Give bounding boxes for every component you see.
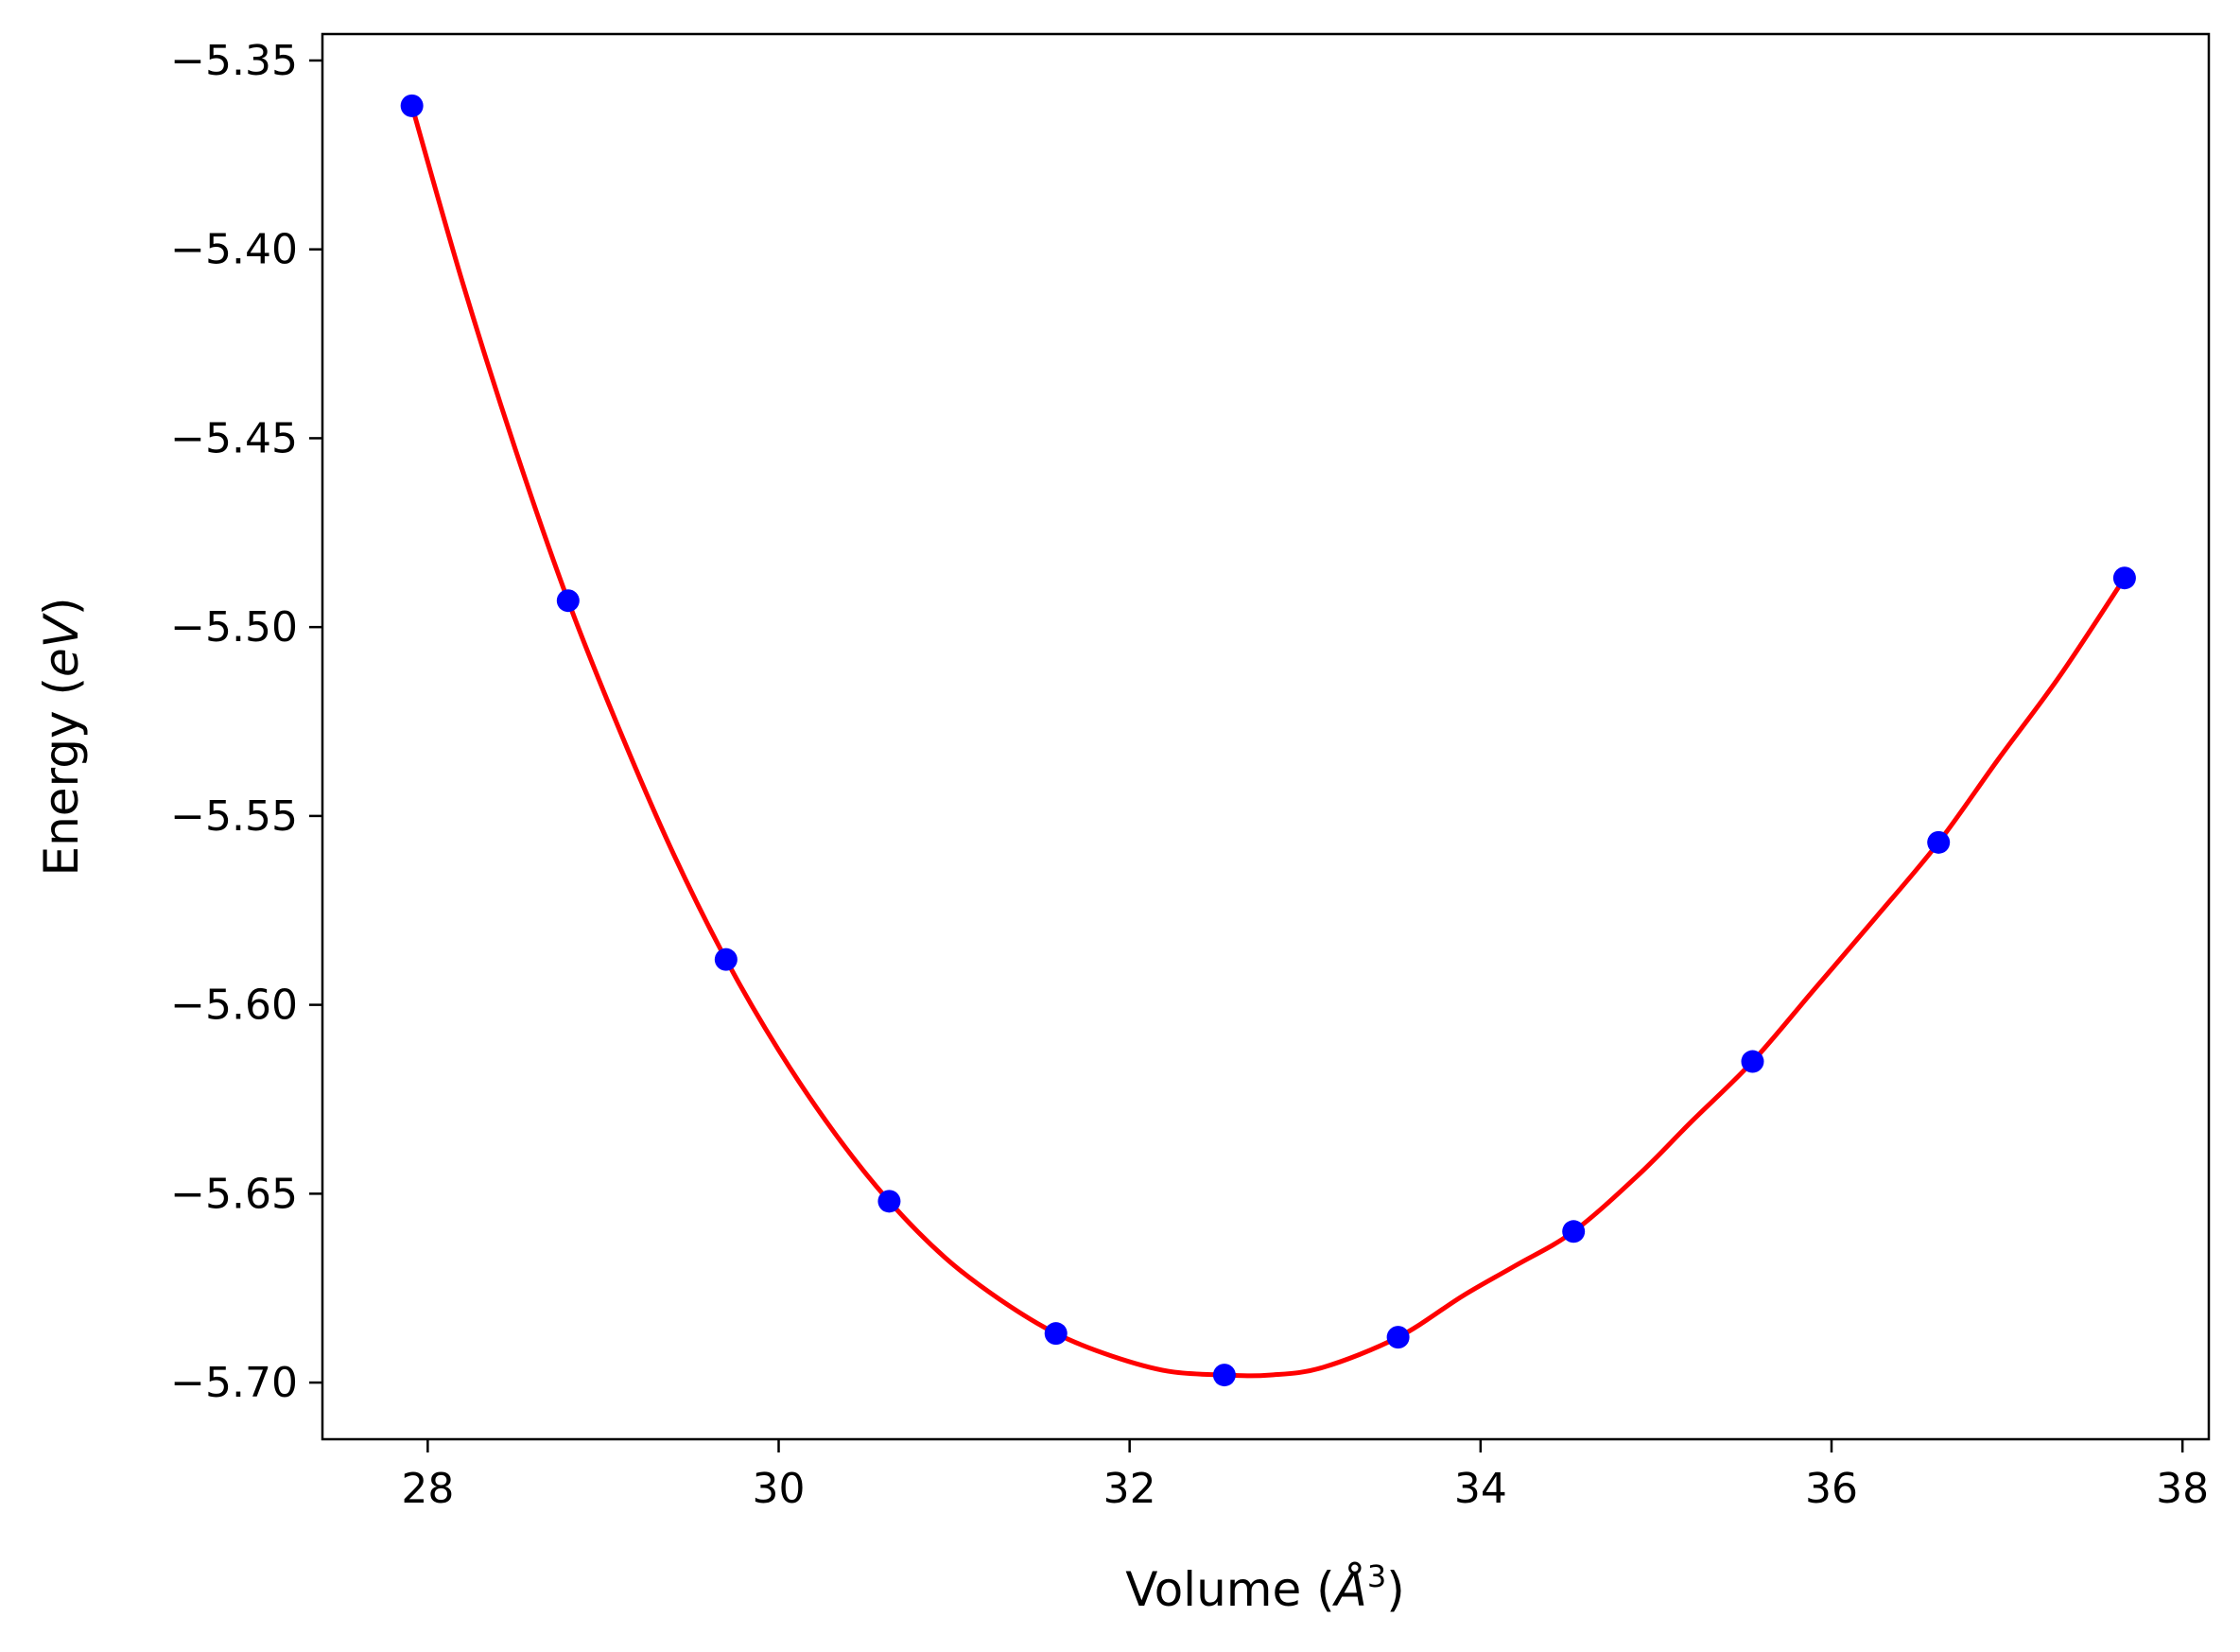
- data-point: [1562, 1220, 1586, 1243]
- data-point: [556, 589, 580, 613]
- data-point: [1212, 1364, 1236, 1387]
- y-tick-label: −5.70: [170, 1359, 298, 1407]
- plot-area: [322, 34, 2209, 1439]
- x-tick-label: 32: [1103, 1465, 1156, 1513]
- y-tick-label: −5.50: [170, 603, 298, 652]
- x-axis-ticks: 28 30 32 34 36 38: [401, 1439, 2209, 1513]
- data-point: [1044, 1322, 1068, 1346]
- data-point: [1741, 1050, 1764, 1073]
- data-point: [1927, 830, 1951, 854]
- y-tick-label: −5.35: [170, 37, 298, 85]
- x-tick-label: 34: [1454, 1465, 1507, 1513]
- data-points-layer: [400, 94, 2136, 1387]
- data-point: [877, 1190, 901, 1213]
- fit-curve-layer: [409, 105, 2127, 1379]
- fit-curve-line: [409, 105, 2127, 1379]
- data-point: [714, 948, 738, 971]
- data-point: [400, 94, 424, 117]
- y-tick-label: −5.60: [170, 982, 298, 1030]
- data-point: [1386, 1326, 1410, 1349]
- x-tick-label: 38: [2156, 1465, 2209, 1513]
- y-axis-ticks: −5.35 −5.40 −5.45 −5.50 −5.55 −5.60 −5.65 −5.70: [170, 37, 322, 1407]
- y-tick-label: −5.40: [170, 226, 298, 274]
- y-tick-label: −5.65: [170, 1170, 298, 1218]
- y-axis-label: Energy (eV): [34, 598, 89, 877]
- x-tick-label: 30: [753, 1465, 806, 1513]
- plot-frame: [321, 32, 2211, 1441]
- y-tick-label: −5.55: [170, 792, 298, 841]
- data-point: [2112, 566, 2136, 590]
- y-tick-label: −5.45: [170, 414, 298, 462]
- x-tick-label: 36: [1805, 1465, 1858, 1513]
- x-tick-label: 28: [401, 1465, 454, 1513]
- x-axis-label: Volume (Å3): [1125, 1558, 1404, 1617]
